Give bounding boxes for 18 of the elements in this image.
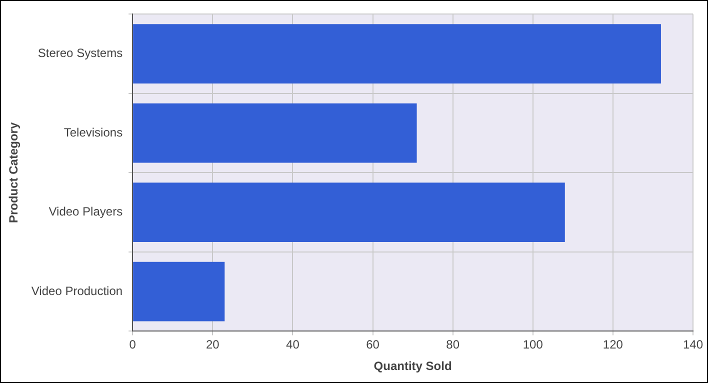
x-tick-label: 60 <box>366 338 380 352</box>
x-tick-label: 140 <box>682 338 704 352</box>
x-tick-label: 120 <box>602 338 624 352</box>
x-axis-title: Quantity Sold <box>374 359 452 374</box>
x-tick-label: 0 <box>129 338 136 352</box>
x-tick-label: 40 <box>286 338 300 352</box>
y-tick-label: Video Production <box>31 284 123 298</box>
bar <box>133 24 661 84</box>
bar <box>133 182 565 242</box>
bar <box>133 262 225 322</box>
y-tick-label: Video Players <box>48 204 123 219</box>
x-tick-label: 20 <box>206 338 220 352</box>
y-tick-label: Televisions <box>64 125 123 140</box>
bar <box>133 103 417 163</box>
y-axis-title: Product Category <box>6 122 21 224</box>
x-tick-label: 80 <box>446 338 460 352</box>
y-tick-label: Stereo Systems <box>38 46 123 60</box>
x-tick-label: 100 <box>522 338 544 352</box>
